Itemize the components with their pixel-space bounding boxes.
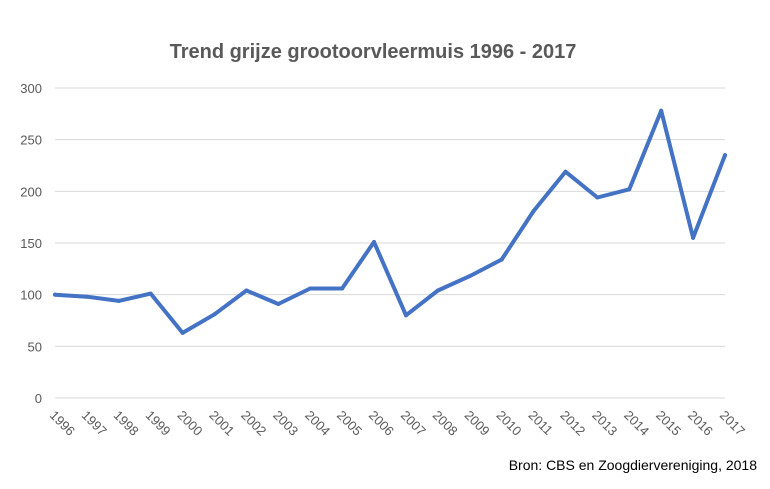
- data-point: [467, 274, 472, 279]
- x-tick-label: 2000: [174, 408, 205, 439]
- chart-title: Trend grijze grootoorvleermuis 1996 - 20…: [170, 41, 577, 63]
- data-point: [276, 301, 281, 306]
- y-tick-label: 200: [20, 184, 42, 199]
- y-tick-label: 100: [20, 288, 42, 303]
- y-tick-label: 50: [28, 339, 42, 354]
- data-point: [435, 288, 440, 293]
- data-point: [499, 257, 504, 262]
- data-point: [595, 195, 600, 200]
- gridlines: [55, 87, 725, 399]
- x-tick-label: 1998: [111, 408, 142, 439]
- x-tick-label: 1996: [47, 408, 78, 439]
- x-tick-label: 2012: [557, 408, 588, 439]
- x-tick-label: 2009: [462, 408, 493, 439]
- x-tick-label: 2004: [302, 408, 333, 439]
- data-point: [723, 153, 727, 158]
- x-tick-label: 2011: [525, 408, 555, 438]
- data-point: [691, 235, 696, 240]
- x-tick-label: 2015: [653, 408, 684, 439]
- x-tick-label: 2008: [430, 408, 461, 439]
- x-tick-label: 2006: [366, 408, 397, 439]
- y-tick-label: 300: [20, 81, 42, 96]
- data-point: [244, 288, 249, 293]
- y-tick-label: 250: [20, 133, 42, 148]
- data-point: [403, 313, 408, 318]
- y-tick-label: 150: [20, 236, 42, 251]
- data-point: [340, 286, 345, 291]
- x-tick-label: 2013: [589, 408, 620, 439]
- x-tick-label: 1999: [143, 408, 174, 439]
- x-axis-ticks: 1996 1997 1998 1999 2000 2001 2002 2003 2004 2005…: [47, 408, 748, 439]
- x-tick-label: 1997: [79, 408, 110, 439]
- data-point: [531, 208, 536, 213]
- y-axis-ticks: 0 50 100 150 200 250 300: [20, 81, 42, 406]
- series-line: [53, 108, 727, 335]
- data-point: [308, 286, 313, 291]
- x-tick-label: 2010: [494, 408, 525, 439]
- x-tick-label: 2001: [206, 408, 237, 439]
- x-tick-label: 2002: [238, 408, 269, 439]
- data-point: [53, 292, 57, 297]
- data-point: [148, 291, 153, 296]
- data-point: [563, 169, 568, 174]
- x-tick-label: 2014: [621, 408, 652, 439]
- x-tick-label: 2007: [398, 408, 429, 439]
- source-note: Bron: CBS en Zoogdiervereniging, 2018: [509, 457, 757, 473]
- x-tick-label: 2005: [334, 408, 365, 439]
- series-layer: [53, 108, 727, 335]
- y-tick-label: 0: [35, 391, 42, 406]
- data-point: [659, 108, 664, 113]
- x-tick-label: 2017: [717, 408, 748, 439]
- data-point: [180, 330, 185, 335]
- data-point: [212, 312, 217, 317]
- data-point: [627, 187, 632, 192]
- data-point: [84, 294, 89, 299]
- x-tick-label: 2003: [270, 408, 301, 439]
- data-point: [116, 298, 121, 303]
- data-point: [372, 239, 377, 244]
- x-tick-label: 2016: [685, 408, 716, 439]
